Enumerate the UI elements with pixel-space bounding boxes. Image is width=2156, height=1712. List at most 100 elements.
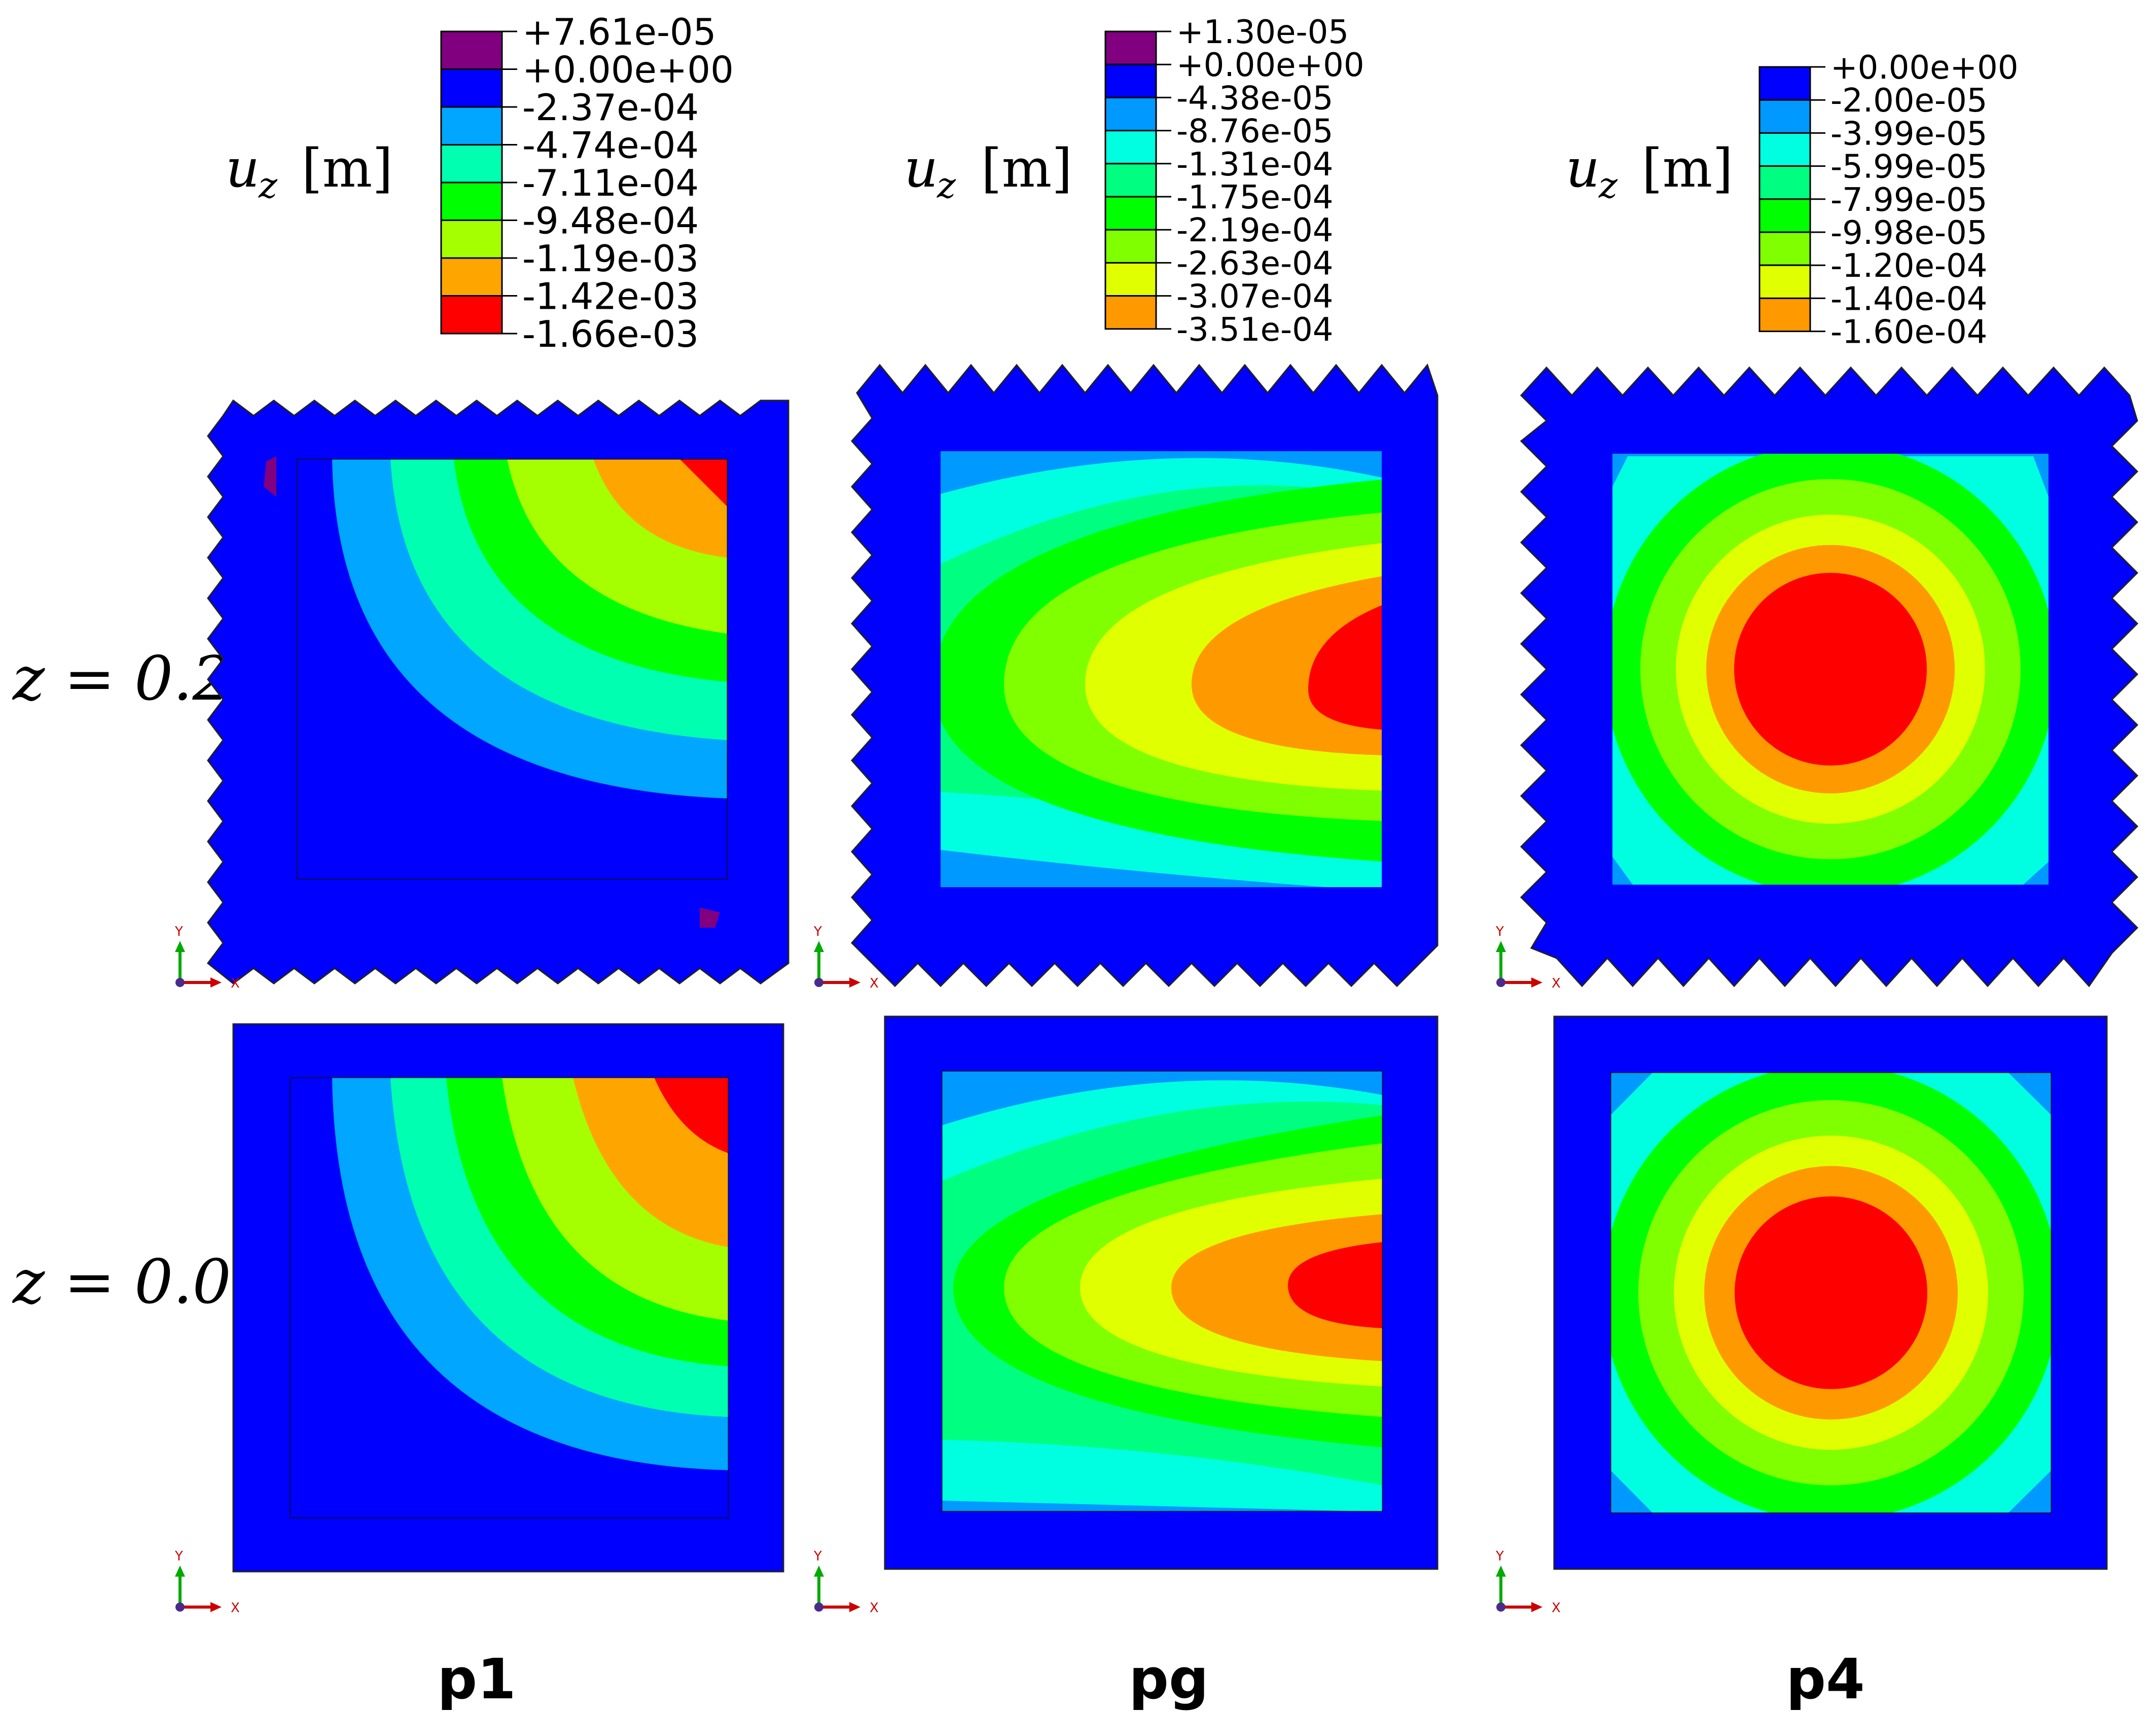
y-arrowhead bbox=[1496, 941, 1506, 952]
legend-value: -8.76e-05 bbox=[1176, 113, 1334, 151]
legend-swatch bbox=[440, 220, 503, 259]
contour-panel-pg-top bbox=[850, 363, 1439, 988]
legend-swatch bbox=[1758, 66, 1811, 101]
triad-x-label: X bbox=[1552, 1600, 1561, 1616]
legend-value: -1.42e-03 bbox=[522, 275, 699, 317]
x-arrowhead bbox=[1531, 977, 1542, 988]
y-arrowhead bbox=[814, 941, 824, 952]
legend-swatch bbox=[1758, 99, 1811, 134]
legend-swatch bbox=[1104, 96, 1157, 132]
column-title-p4: p4 bbox=[1786, 1647, 1864, 1711]
contour-panel-p4-bottom bbox=[1553, 1015, 2108, 1570]
axis-triad: YX bbox=[813, 924, 879, 991]
legend-swatch bbox=[440, 68, 503, 108]
row-label-bottom: z = 0.0 bbox=[12, 1247, 231, 1318]
column-title-pg: pg bbox=[1129, 1647, 1208, 1711]
triad-y-label: Y bbox=[813, 1549, 822, 1564]
triad-origin bbox=[175, 978, 185, 987]
quantity-label-p1: u z [m] bbox=[226, 137, 393, 206]
legend-value: -1.19e-03 bbox=[522, 237, 699, 280]
legend-value: -3.07e-04 bbox=[1176, 278, 1334, 316]
legend-value: +0.00e+00 bbox=[1176, 47, 1364, 84]
axis-triad: YX bbox=[1495, 1549, 1561, 1616]
legend-swatch bbox=[440, 30, 503, 70]
quantity-subscript: z bbox=[258, 165, 278, 206]
legend-swatch bbox=[1758, 198, 1811, 233]
legend-value: -7.99e-05 bbox=[1830, 181, 1988, 219]
x-arrowhead bbox=[210, 1602, 222, 1612]
quantity-symbol: u bbox=[904, 137, 938, 199]
triad-x-label: X bbox=[231, 976, 240, 991]
legend-value: -4.74e-04 bbox=[522, 124, 699, 166]
contour-panel-p4-top bbox=[1520, 366, 2139, 988]
triad-y-label: Y bbox=[174, 1549, 183, 1564]
legend-value: -9.48e-04 bbox=[522, 199, 699, 242]
x-arrowhead bbox=[849, 977, 860, 988]
legend-pg: +1.30e-05+0.00e+00-4.38e-05-8.76e-05-1.3… bbox=[1104, 14, 1364, 349]
legend-value: -2.63e-04 bbox=[1176, 245, 1334, 282]
contour-panel-pg-bottom bbox=[884, 1015, 1439, 1570]
triad-y-label: Y bbox=[1495, 924, 1504, 939]
quantity-unit: [m] bbox=[981, 137, 1072, 199]
triad-origin bbox=[814, 1602, 823, 1612]
contour-panel-p1-top bbox=[206, 399, 789, 985]
legend-value: -1.40e-04 bbox=[1830, 280, 1988, 318]
triad-x-label: X bbox=[231, 1600, 240, 1616]
legend-swatch bbox=[1758, 297, 1811, 333]
x-arrowhead bbox=[849, 1602, 860, 1612]
quantity-symbol: u bbox=[226, 137, 260, 199]
triad-origin bbox=[1496, 978, 1505, 987]
legend-swatch bbox=[440, 257, 503, 297]
legend-value: -7.11e-04 bbox=[522, 162, 699, 204]
legend-value: -3.51e-04 bbox=[1176, 311, 1334, 349]
legend-swatch bbox=[1104, 196, 1157, 231]
quantity-unit: [m] bbox=[1642, 137, 1733, 199]
triad-x-label: X bbox=[1552, 976, 1561, 991]
legend-value: -3.99e-05 bbox=[1830, 115, 1988, 153]
column-title-p1: p1 bbox=[437, 1647, 516, 1711]
quantity-subscript: z bbox=[937, 165, 956, 206]
quantity-label-pg: u z [m] bbox=[904, 137, 1072, 206]
triad-x-label: X bbox=[870, 1600, 879, 1616]
legend-value: -5.99e-05 bbox=[1830, 149, 1988, 186]
axis-triad: YX bbox=[813, 1549, 879, 1616]
legend-swatch bbox=[1104, 130, 1157, 165]
quantity-label-p4: u z [m] bbox=[1566, 137, 1733, 206]
legend-value: -1.66e-03 bbox=[522, 313, 699, 355]
triad-origin bbox=[175, 1602, 185, 1612]
legend-value: -2.19e-04 bbox=[1176, 212, 1334, 249]
legend-value: -2.37e-04 bbox=[522, 86, 699, 129]
legend-swatch bbox=[1758, 231, 1811, 266]
legends: +7.61e-05+0.00e+00-2.37e-04-4.74e-04-7.1… bbox=[440, 11, 2019, 355]
legend-p4: +0.00e+00-2.00e-05-3.99e-05-5.99e-05-7.9… bbox=[1758, 49, 2019, 351]
legend-value: -1.60e-04 bbox=[1830, 314, 1988, 351]
x-arrowhead bbox=[210, 977, 222, 988]
legend-value: +0.00e+00 bbox=[1830, 49, 2019, 87]
axis-triad: YX bbox=[174, 1549, 240, 1616]
legend-swatch bbox=[440, 144, 503, 184]
quantity-symbol: u bbox=[1566, 137, 1600, 199]
quantity-unit: [m] bbox=[302, 137, 393, 199]
triad-x-label: X bbox=[870, 976, 879, 991]
legend-value: -1.31e-04 bbox=[1176, 146, 1334, 184]
legend-value: +0.00e+00 bbox=[522, 48, 734, 91]
legend-swatch bbox=[440, 181, 503, 221]
row-label-top: z = 0.2 bbox=[12, 644, 231, 714]
axis-triad: YX bbox=[174, 924, 240, 991]
legend-swatch bbox=[1104, 163, 1157, 198]
legend-swatch bbox=[1758, 132, 1811, 167]
triad-y-label: Y bbox=[813, 924, 822, 939]
legend-swatch bbox=[1104, 63, 1157, 98]
y-arrowhead bbox=[175, 941, 185, 952]
legend-value: -1.20e-04 bbox=[1830, 247, 1988, 285]
legend-p1: +7.61e-05+0.00e+00-2.37e-04-4.74e-04-7.1… bbox=[440, 11, 734, 355]
legend-swatch bbox=[1758, 264, 1811, 299]
legend-swatch bbox=[1104, 262, 1157, 297]
legend-swatch bbox=[1104, 30, 1157, 65]
legend-swatch bbox=[1104, 295, 1157, 330]
y-arrowhead bbox=[175, 1565, 185, 1577]
x-arrowhead bbox=[1531, 1602, 1542, 1612]
triad-y-label: Y bbox=[174, 924, 183, 939]
